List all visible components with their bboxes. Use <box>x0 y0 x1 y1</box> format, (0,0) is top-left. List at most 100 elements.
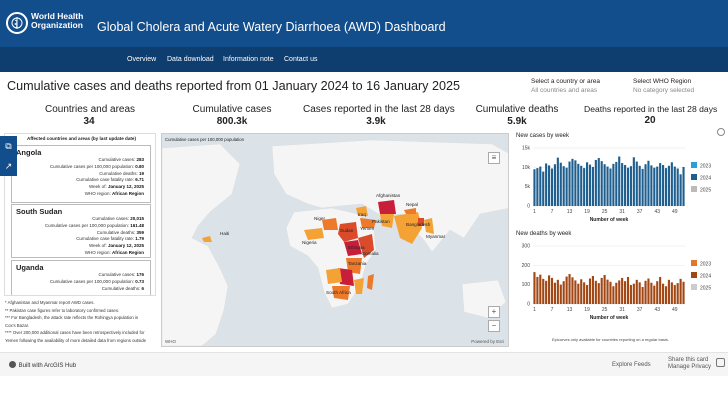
chart-bar[interactable] <box>553 282 556 304</box>
chart-bar[interactable] <box>580 165 583 206</box>
zoom-in-button[interactable]: + <box>488 306 500 318</box>
chart-bar[interactable] <box>656 166 659 206</box>
chart-bar[interactable] <box>632 283 635 304</box>
chart-bar[interactable] <box>562 166 565 206</box>
legend-label[interactable]: 2024 <box>700 274 711 280</box>
chart-bar[interactable] <box>559 162 562 206</box>
chart-bar[interactable] <box>632 157 635 206</box>
map-attribution-right[interactable]: Powered by Esri <box>471 339 504 344</box>
chart-bar[interactable] <box>606 279 609 304</box>
chart-bar[interactable] <box>539 274 542 304</box>
chart-bar[interactable] <box>550 168 554 206</box>
chart-bar[interactable] <box>536 276 539 304</box>
chart-bar[interactable] <box>676 168 679 206</box>
chart-bar[interactable] <box>629 166 632 206</box>
chart-bar[interactable] <box>679 174 682 206</box>
nav-information-note[interactable]: Information note <box>223 56 274 63</box>
chart-bar[interactable] <box>586 162 589 206</box>
chart-bar[interactable] <box>662 283 665 304</box>
chart-bar[interactable] <box>565 276 568 304</box>
chart-bar[interactable] <box>591 166 594 206</box>
affected-countries-list[interactable]: Affected countries and areas (by last up… <box>4 133 156 296</box>
chart-bar[interactable] <box>597 283 600 304</box>
legend-label[interactable]: 2025 <box>700 188 711 194</box>
chart-bar[interactable] <box>667 279 670 304</box>
chart-bar[interactable] <box>664 286 668 304</box>
chart-bar[interactable] <box>550 277 554 304</box>
chart-bar[interactable] <box>588 278 592 304</box>
chart-bar[interactable] <box>565 167 568 206</box>
legend-label[interactable]: 2023 <box>700 164 711 170</box>
cases-chart[interactable]: 15k 10k 5k 01 7 13 19 25 31 37 43 49 Number of week 2… <box>513 142 711 232</box>
chart-bar[interactable] <box>542 171 545 206</box>
deaths-chart[interactable]: 300 200 100 01 7 13 19 25 31 37 43 49 Number of week… <box>513 240 711 330</box>
chart-bar[interactable] <box>635 161 638 206</box>
chart-bar[interactable] <box>571 158 574 206</box>
chart-bar[interactable] <box>653 285 656 304</box>
chart-bar[interactable] <box>597 158 600 206</box>
chart-bar[interactable] <box>626 276 630 304</box>
chart-bar[interactable] <box>650 282 653 304</box>
chart-bar[interactable] <box>621 277 624 304</box>
chart-bar[interactable] <box>647 278 650 304</box>
chart-bar[interactable] <box>626 167 630 206</box>
chart-bar[interactable] <box>641 286 644 304</box>
chart-bar[interactable] <box>612 286 615 304</box>
chart-bar[interactable] <box>600 277 603 304</box>
chart-bar[interactable] <box>583 168 586 206</box>
chart-bar[interactable] <box>641 168 644 206</box>
nav-overview[interactable]: Overview <box>127 56 157 63</box>
legend-label[interactable]: 2023 <box>700 262 711 268</box>
map-canvas[interactable]: Haiti Iraq Afghanistan Pakistan Nepal Ba… <box>162 134 509 347</box>
chart-bar[interactable] <box>612 163 615 206</box>
chart-bar[interactable] <box>667 165 670 206</box>
explore-feeds-link[interactable]: Explore Feeds <box>612 362 651 368</box>
chart-bar[interactable] <box>609 168 612 206</box>
country-card-south-sudan[interactable]: South Sudan Cumulative cases: 20,015 Cum… <box>11 204 151 258</box>
chart-bar[interactable] <box>574 280 577 304</box>
chart-bar[interactable] <box>670 162 673 206</box>
external-link-icon[interactable]: ↗ <box>4 161 13 171</box>
legend-label[interactable]: 2025 <box>700 286 711 292</box>
chart-bar[interactable] <box>586 285 589 304</box>
chart-bar[interactable] <box>583 282 586 304</box>
chart-bar[interactable] <box>562 281 565 304</box>
chart-bar[interactable] <box>615 161 618 206</box>
chart-bar[interactable] <box>548 165 551 206</box>
built-with-arcgis[interactable]: Built with ArcGIS Hub <box>9 361 76 369</box>
chart-bar[interactable] <box>568 161 571 206</box>
chart-bar[interactable] <box>659 276 662 304</box>
world-map[interactable]: Haiti Iraq Afghanistan Pakistan Nepal Ba… <box>161 133 509 347</box>
chart-bar[interactable] <box>664 168 668 206</box>
chart-bar[interactable] <box>539 166 542 206</box>
who-logo-icon[interactable] <box>6 12 28 34</box>
country-filter-select[interactable]: All countries and areas <box>531 87 598 94</box>
region-filter-select[interactable]: No category selected <box>633 87 695 94</box>
chart-bar[interactable] <box>618 280 621 304</box>
zoom-out-button[interactable]: − <box>488 320 500 332</box>
nav-data-download[interactable]: Data download <box>167 56 214 63</box>
chart-bar[interactable] <box>603 164 606 206</box>
chart-bar[interactable] <box>618 156 621 206</box>
chart-bar[interactable] <box>594 159 597 206</box>
chart-bar[interactable] <box>568 274 571 304</box>
chart-bar[interactable] <box>609 281 612 304</box>
corner-settings-icon[interactable] <box>717 128 725 136</box>
chart-bar[interactable] <box>638 282 641 304</box>
chart-bar[interactable] <box>650 165 653 206</box>
chart-bar[interactable] <box>659 163 662 206</box>
chart-bar[interactable] <box>556 279 559 304</box>
chart-bar[interactable] <box>662 165 665 206</box>
chart-bar[interactable] <box>621 163 624 206</box>
chart-bar[interactable] <box>615 282 618 304</box>
chart-bar[interactable] <box>545 280 548 304</box>
chart-bar[interactable] <box>591 275 594 304</box>
nav-contact-us[interactable]: Contact us <box>284 56 318 63</box>
chart-bar[interactable] <box>577 283 580 304</box>
chart-bar[interactable] <box>606 166 609 206</box>
share-card-icon[interactable] <box>716 358 725 367</box>
chart-bar[interactable] <box>600 161 603 206</box>
chart-bar[interactable] <box>682 281 685 304</box>
chart-bar[interactable] <box>635 279 638 304</box>
chart-bar[interactable] <box>682 166 685 206</box>
